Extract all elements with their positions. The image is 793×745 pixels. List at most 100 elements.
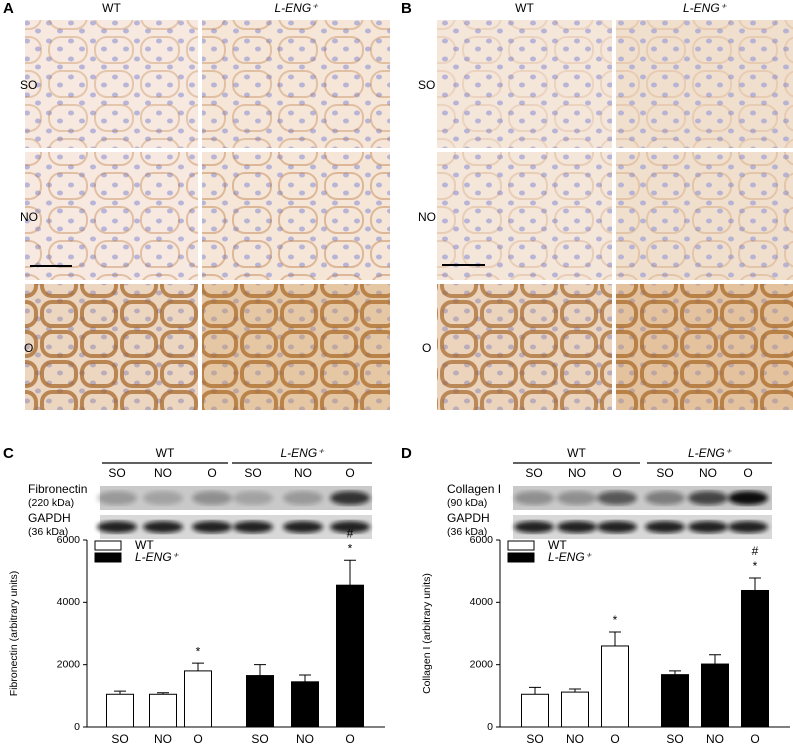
annotation: #: [752, 544, 759, 558]
band: [645, 521, 685, 533]
error-bar: [749, 577, 761, 591]
error-bar: [114, 690, 126, 695]
legend-swatch: [94, 540, 122, 551]
y-tick-label: 2000: [57, 658, 81, 670]
stain: [202, 152, 390, 280]
protein-label: Collagen I: [447, 482, 501, 496]
row-label: O: [24, 341, 33, 355]
stain: [616, 20, 793, 148]
x-tick-label: O: [193, 732, 202, 745]
legend-swatch: [94, 552, 122, 563]
lane-label: NO: [154, 466, 172, 480]
lane-label: O: [207, 466, 216, 480]
stain: [437, 284, 612, 410]
band: [557, 521, 597, 533]
protein-label: GAPDH: [447, 511, 490, 525]
x-tick-label: O: [345, 732, 354, 745]
bar: [701, 663, 729, 728]
error-bar: [609, 631, 621, 646]
stain-tint: [202, 284, 390, 410]
bar: [336, 584, 364, 728]
band: [330, 491, 370, 505]
lane-label: NO: [699, 466, 717, 480]
bar: [661, 674, 689, 728]
stain: [25, 20, 198, 148]
band: [597, 521, 637, 533]
band: [143, 491, 183, 505]
band: [728, 491, 768, 505]
stain-tint: [437, 284, 612, 410]
band: [192, 491, 232, 505]
bar: [601, 645, 629, 728]
x-tick-label: SO: [111, 732, 128, 745]
bar: [561, 691, 589, 728]
annotation: *: [613, 613, 618, 627]
stain: [25, 152, 198, 280]
y-tick-label: 4000: [57, 596, 81, 608]
band: [514, 521, 554, 533]
band: [143, 521, 183, 533]
stain: [202, 20, 390, 148]
micrographs: [25, 20, 793, 410]
error-bar: [669, 670, 681, 675]
band: [330, 521, 370, 533]
column-label: WT: [102, 1, 121, 15]
column-label: L-ENG⁺: [683, 1, 728, 15]
lane-label: SO: [244, 466, 261, 480]
lane-label: SO: [108, 466, 125, 480]
band: [192, 521, 232, 533]
lane-label: NO: [568, 466, 586, 480]
stain: [25, 284, 198, 410]
error-bar: [192, 662, 204, 671]
stain: [202, 284, 390, 410]
band: [645, 491, 685, 505]
error-bar: [299, 674, 311, 682]
protein-label: GAPDH: [28, 511, 71, 525]
y-tick-label: 6000: [57, 534, 81, 546]
x-tick-label: NO: [566, 732, 584, 745]
group-label: WT: [567, 446, 586, 460]
x-tick-label: O: [610, 732, 619, 745]
panel-label: D: [401, 445, 412, 462]
band: [283, 491, 323, 505]
error-bar: [157, 692, 169, 695]
row-label: O: [422, 341, 431, 355]
bar: [184, 670, 212, 728]
protein-size: (36 kDa): [28, 526, 68, 538]
band: [728, 521, 768, 533]
x-tick-label: O: [750, 732, 759, 745]
x-tick-label: SO: [251, 732, 268, 745]
group-label: L-ENG⁺: [280, 446, 325, 460]
x-tick-label: NO: [296, 732, 314, 745]
bar: [521, 693, 549, 728]
y-tick-label: 0: [487, 721, 493, 733]
error-bar: [529, 686, 541, 695]
band: [514, 491, 554, 505]
row-label: NO: [20, 210, 38, 224]
panel-label: C: [3, 445, 14, 462]
group-label: WT: [156, 446, 175, 460]
x-tick-label: NO: [154, 732, 172, 745]
band: [597, 491, 637, 505]
protein-size: (220 kDa): [28, 497, 74, 509]
legend-swatch: [507, 552, 535, 563]
bar: [149, 693, 177, 728]
x-tick-label: NO: [706, 732, 724, 745]
row-label: NO: [418, 210, 436, 224]
western-blots: [97, 486, 772, 539]
band: [688, 491, 728, 505]
lane-label: O: [345, 466, 354, 480]
lane-label: SO: [656, 466, 673, 480]
lane-label: O: [612, 466, 621, 480]
bar: [741, 589, 769, 728]
legend-swatch: [507, 540, 535, 551]
error-bar: [254, 664, 266, 676]
x-tick-label: SO: [666, 732, 683, 745]
stain: [437, 20, 612, 148]
lane-label: NO: [294, 466, 312, 480]
protein-size: (90 kDa): [447, 497, 487, 509]
y-axis-label: Collagen I (arbitrary units): [421, 573, 433, 694]
y-axis-label: Fibronectin (arbitrary units): [8, 571, 20, 696]
row-label: SO: [418, 78, 435, 92]
band: [688, 521, 728, 533]
